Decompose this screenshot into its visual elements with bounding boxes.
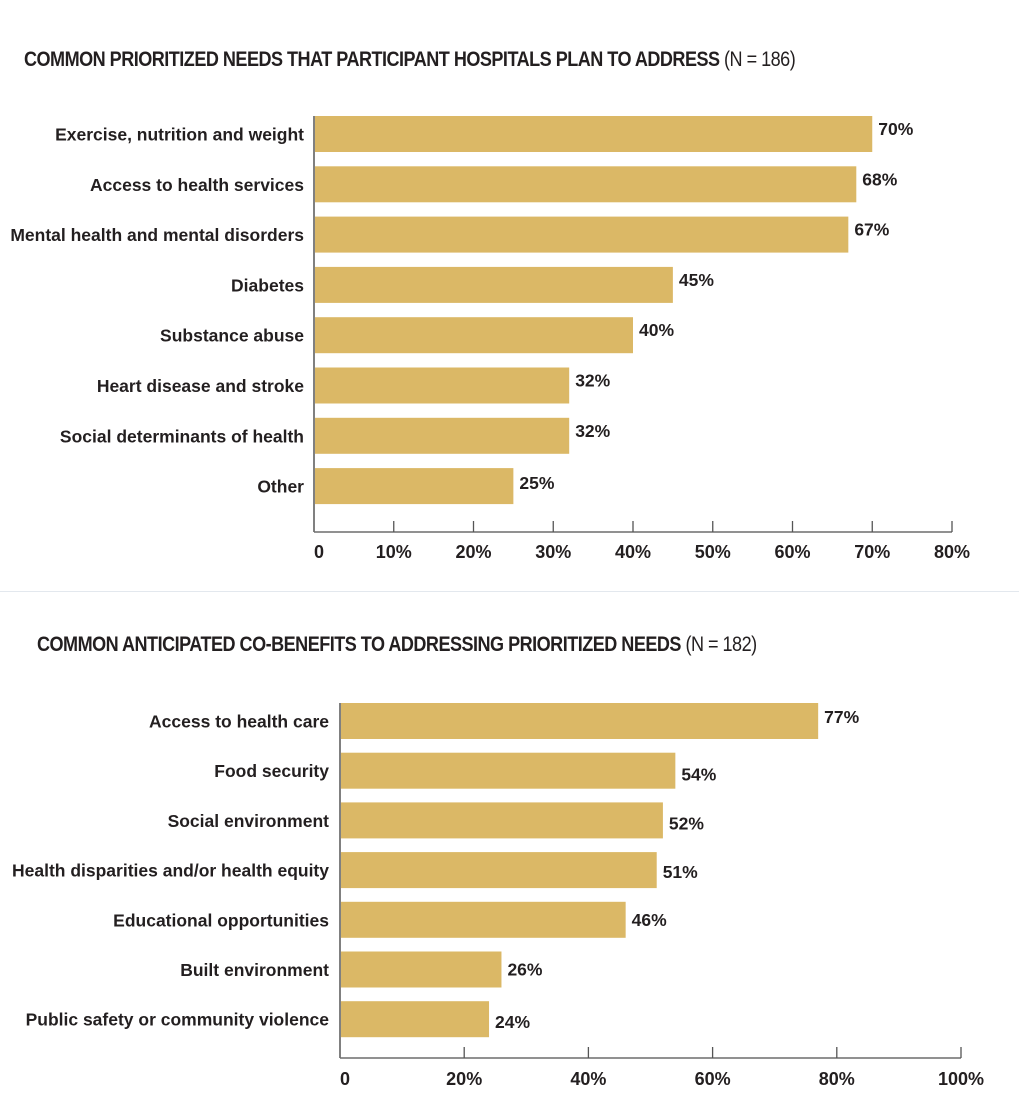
value-label: 32% [575,421,610,441]
category-label: Exercise, nutrition and weight [55,125,304,145]
bar [315,317,633,354]
category-label: Public safety or community violence [26,1010,330,1030]
category-label: Access to health services [90,175,304,195]
bar [315,417,570,454]
x-tick-label: 40% [615,542,651,562]
value-label: 67% [854,220,889,240]
chart-2-title-text: COMMON ANTICIPATED CO-BENEFITS TO ADDRES… [37,633,681,656]
category-label: Social environment [168,811,330,831]
chart-2-title: COMMON ANTICIPATED CO-BENEFITS TO ADDRES… [37,633,757,657]
category-label: Health disparities and/or health equity [12,861,329,881]
chart-1-title-text: COMMON PRIORITIZED NEEDS THAT PARTICIPAN… [24,48,720,71]
bar [341,802,663,839]
x-tick-label: 50% [695,542,731,562]
x-tick-label: 60% [774,542,810,562]
value-label: 68% [862,169,897,189]
category-label: Food security [214,761,329,781]
chart-1-title: COMMON PRIORITIZED NEEDS THAT PARTICIPAN… [24,48,796,72]
category-label: Substance abuse [160,326,304,346]
chart-2-title-note: (N = 182) [685,633,757,656]
x-tick-label: 10% [376,542,412,562]
x-tick-label: 60% [695,1069,731,1089]
value-label: 46% [632,910,667,930]
bar [315,367,570,404]
category-label: Mental health and mental disorders [10,225,304,245]
bar [315,116,873,152]
bar [341,703,819,739]
x-tick-label: 0 [340,1069,350,1089]
x-tick-label: 20% [455,542,491,562]
chart-1: Exercise, nutrition and weight 70% Access … [10,116,970,562]
x-tick-label: 80% [819,1069,855,1089]
value-label: 25% [519,473,554,493]
x-tick-label: 0 [314,542,324,562]
category-label: Heart disease and stroke [97,376,304,396]
x-tick-label: 20% [446,1069,482,1089]
x-tick-label: 80% [934,542,970,562]
value-label: 26% [507,960,542,980]
category-label: Access to health care [149,712,329,732]
x-tick-label: 30% [535,542,571,562]
chart-1-title-note: (N = 186) [724,48,796,71]
bar [315,216,849,253]
category-label: Diabetes [231,275,304,295]
x-tick-label: 70% [854,542,890,562]
x-tick-label: 100% [938,1069,984,1089]
bar [341,901,626,938]
bar [315,266,673,303]
value-label: 24% [495,1012,530,1032]
category-label: Social determinants of health [60,426,304,446]
bar [341,852,657,889]
value-label: 45% [679,270,714,290]
bar [315,468,514,505]
value-label: 54% [681,765,716,785]
value-label: 52% [669,813,704,833]
bar [341,1001,490,1038]
value-label: 51% [663,862,698,882]
value-label: 32% [575,371,610,391]
value-label: 77% [824,707,859,727]
category-label: Educational opportunities [113,910,329,930]
value-label: 70% [878,119,913,139]
value-label: 40% [639,320,674,340]
bar [341,951,502,988]
category-label: Other [257,477,304,497]
x-tick-label: 40% [570,1069,606,1089]
section-divider [0,591,1019,592]
category-label: Built environment [180,960,329,980]
bar [341,752,676,789]
bar [315,166,857,203]
